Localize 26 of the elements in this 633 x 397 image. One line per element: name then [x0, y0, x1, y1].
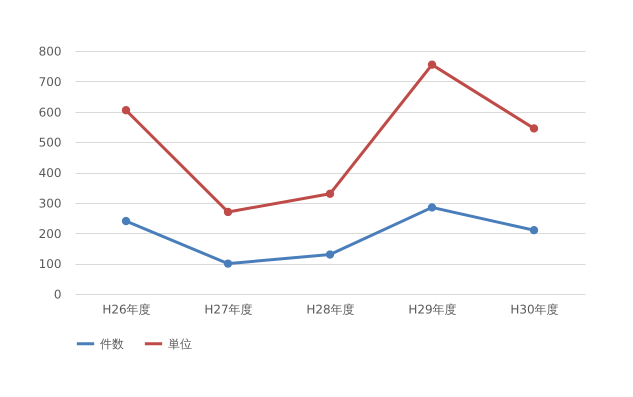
y-tick-label: 300 — [38, 196, 62, 210]
y-tick-label: 400 — [38, 166, 62, 180]
y-tick-label: 500 — [38, 136, 62, 150]
point — [530, 226, 538, 234]
x-tick-label: H27年度 — [204, 302, 253, 316]
point — [224, 208, 232, 216]
point — [326, 190, 334, 198]
point — [122, 216, 130, 226]
legend-label: 件数 — [100, 336, 124, 351]
point — [326, 250, 334, 259]
y-tick-label: 100 — [38, 257, 62, 272]
point — [224, 259, 232, 268]
point — [428, 60, 436, 69]
y-tick-label: 0 — [54, 288, 62, 302]
x-tick-label: H28年度 — [306, 302, 355, 316]
point — [122, 106, 130, 114]
x-tick-label: H26年度 — [102, 302, 151, 316]
y-tick-label: 600 — [38, 105, 62, 120]
y-tick-label: 800 — [38, 44, 62, 58]
legend-label: 単位 — [168, 336, 192, 351]
point — [428, 203, 436, 212]
point — [530, 124, 538, 133]
x-tick-label: H30年度 — [510, 302, 559, 316]
x-tick-label: H29年度 — [408, 302, 457, 316]
y-tick-label: 700 — [38, 74, 62, 89]
y-tick-label: 200 — [38, 226, 62, 241]
